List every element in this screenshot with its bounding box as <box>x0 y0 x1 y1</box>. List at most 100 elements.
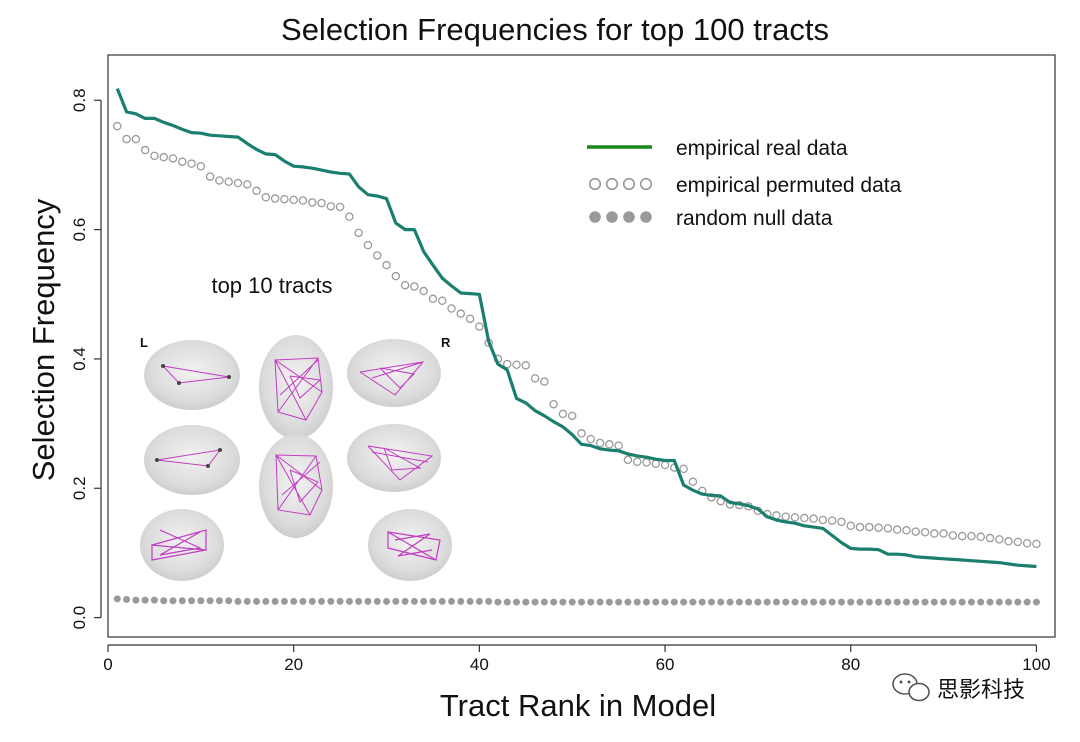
y-axis-title: Selection Frequency <box>26 198 61 481</box>
legend-open-circle-swatch <box>605 177 619 191</box>
point-random-null <box>707 598 715 606</box>
point-empirical-permuted <box>827 516 837 525</box>
point-empirical-permuted <box>456 309 466 318</box>
point-empirical-permuted <box>428 294 438 304</box>
point-empirical-permuted <box>391 271 401 281</box>
x-axis-title: Tract Rank in Model <box>440 688 716 723</box>
brain-coronal-1 <box>140 509 224 581</box>
point-random-null <box>772 598 780 606</box>
point-random-null <box>1023 598 1031 606</box>
legend-filled-circle-swatch <box>606 211 618 223</box>
point-random-null <box>355 597 363 605</box>
point-random-null <box>503 598 511 606</box>
point-empirical-permuted <box>233 178 243 188</box>
point-empirical-permuted <box>549 399 558 409</box>
point-empirical-permuted <box>215 176 224 185</box>
point-random-null <box>141 596 149 604</box>
point-random-null <box>865 598 873 606</box>
point-empirical-permuted <box>577 429 586 438</box>
point-random-null <box>1014 598 1022 606</box>
point-random-null <box>206 597 214 605</box>
brain-sagittal-left-1 <box>144 340 240 410</box>
point-random-null <box>782 598 790 606</box>
point-empirical-permuted <box>261 193 271 202</box>
point-empirical-permuted <box>911 527 920 536</box>
point-random-null <box>132 596 140 604</box>
point-empirical-permuted <box>985 533 995 543</box>
point-empirical-permuted <box>308 198 317 207</box>
point-empirical-permuted <box>614 441 623 450</box>
point-empirical-permuted <box>930 529 939 538</box>
point-empirical-permuted <box>447 304 456 313</box>
point-empirical-permuted <box>623 455 633 465</box>
legend-label: empirical real data <box>676 137 848 160</box>
point-empirical-permuted <box>790 513 800 522</box>
point-empirical-permuted <box>178 157 187 166</box>
point-empirical-permuted <box>243 180 252 189</box>
point-random-null <box>336 597 344 605</box>
point-random-null <box>568 598 576 606</box>
point-random-null <box>652 598 660 606</box>
y-tick-label: 0.4 <box>70 347 89 371</box>
brain-sagittal-left-2 <box>144 425 240 495</box>
point-random-null <box>401 597 409 605</box>
point-random-null <box>680 598 688 606</box>
point-empirical-permuted <box>883 524 893 533</box>
point-random-null <box>113 595 121 603</box>
point-random-null <box>373 597 381 605</box>
point-random-null <box>624 598 632 606</box>
point-empirical-permuted <box>660 460 670 470</box>
point-empirical-permuted <box>502 359 512 369</box>
point-random-null <box>902 598 910 606</box>
point-empirical-permuted <box>475 322 484 331</box>
point-empirical-permuted <box>809 514 818 523</box>
point-random-null <box>763 598 771 606</box>
point-empirical-permuted <box>196 161 206 171</box>
point-random-null <box>429 597 437 605</box>
point-random-null <box>448 597 456 605</box>
point-random-null <box>318 597 326 605</box>
point-random-null <box>197 597 205 605</box>
point-empirical-permuted <box>567 411 577 421</box>
brain-axial-2 <box>259 434 333 538</box>
chart-legend: empirical real data empirical permuted da… <box>587 137 902 230</box>
point-empirical-permuted <box>345 212 354 221</box>
point-empirical-permuted <box>280 194 289 204</box>
plot-frame <box>107 54 1056 638</box>
point-empirical-permuted <box>874 523 883 532</box>
point-random-null <box>271 597 279 605</box>
point-empirical-permuted <box>605 440 614 449</box>
point-random-null <box>160 597 168 605</box>
point-random-null <box>615 598 623 606</box>
point-random-null <box>150 596 158 604</box>
point-random-null <box>967 598 975 606</box>
point-empirical-permuted <box>948 531 958 540</box>
point-empirical-permuted <box>939 529 948 538</box>
point-random-null <box>1005 598 1013 606</box>
point-empirical-permuted <box>595 438 605 448</box>
point-empirical-permuted <box>651 459 661 468</box>
legend-open-circle-swatch <box>588 177 602 191</box>
point-random-null <box>819 598 827 606</box>
point-empirical-permuted <box>372 251 382 260</box>
point-random-null <box>791 598 799 606</box>
point-random-null <box>234 597 242 605</box>
point-random-null <box>587 598 595 606</box>
point-random-null <box>550 598 558 606</box>
point-random-null <box>912 598 920 606</box>
point-random-null <box>661 598 669 606</box>
point-random-null <box>940 598 948 606</box>
point-random-null <box>698 598 706 606</box>
wechat-icon <box>892 673 930 702</box>
point-empirical-permuted <box>586 434 596 444</box>
point-empirical-permuted <box>205 172 215 181</box>
point-random-null <box>494 598 502 606</box>
point-random-null <box>215 597 223 605</box>
legend-filled-circle-swatch <box>640 211 652 223</box>
point-random-null <box>930 598 938 606</box>
point-empirical-permuted <box>159 152 168 162</box>
point-empirical-permuted <box>558 409 568 419</box>
point-empirical-permuted <box>837 517 846 527</box>
